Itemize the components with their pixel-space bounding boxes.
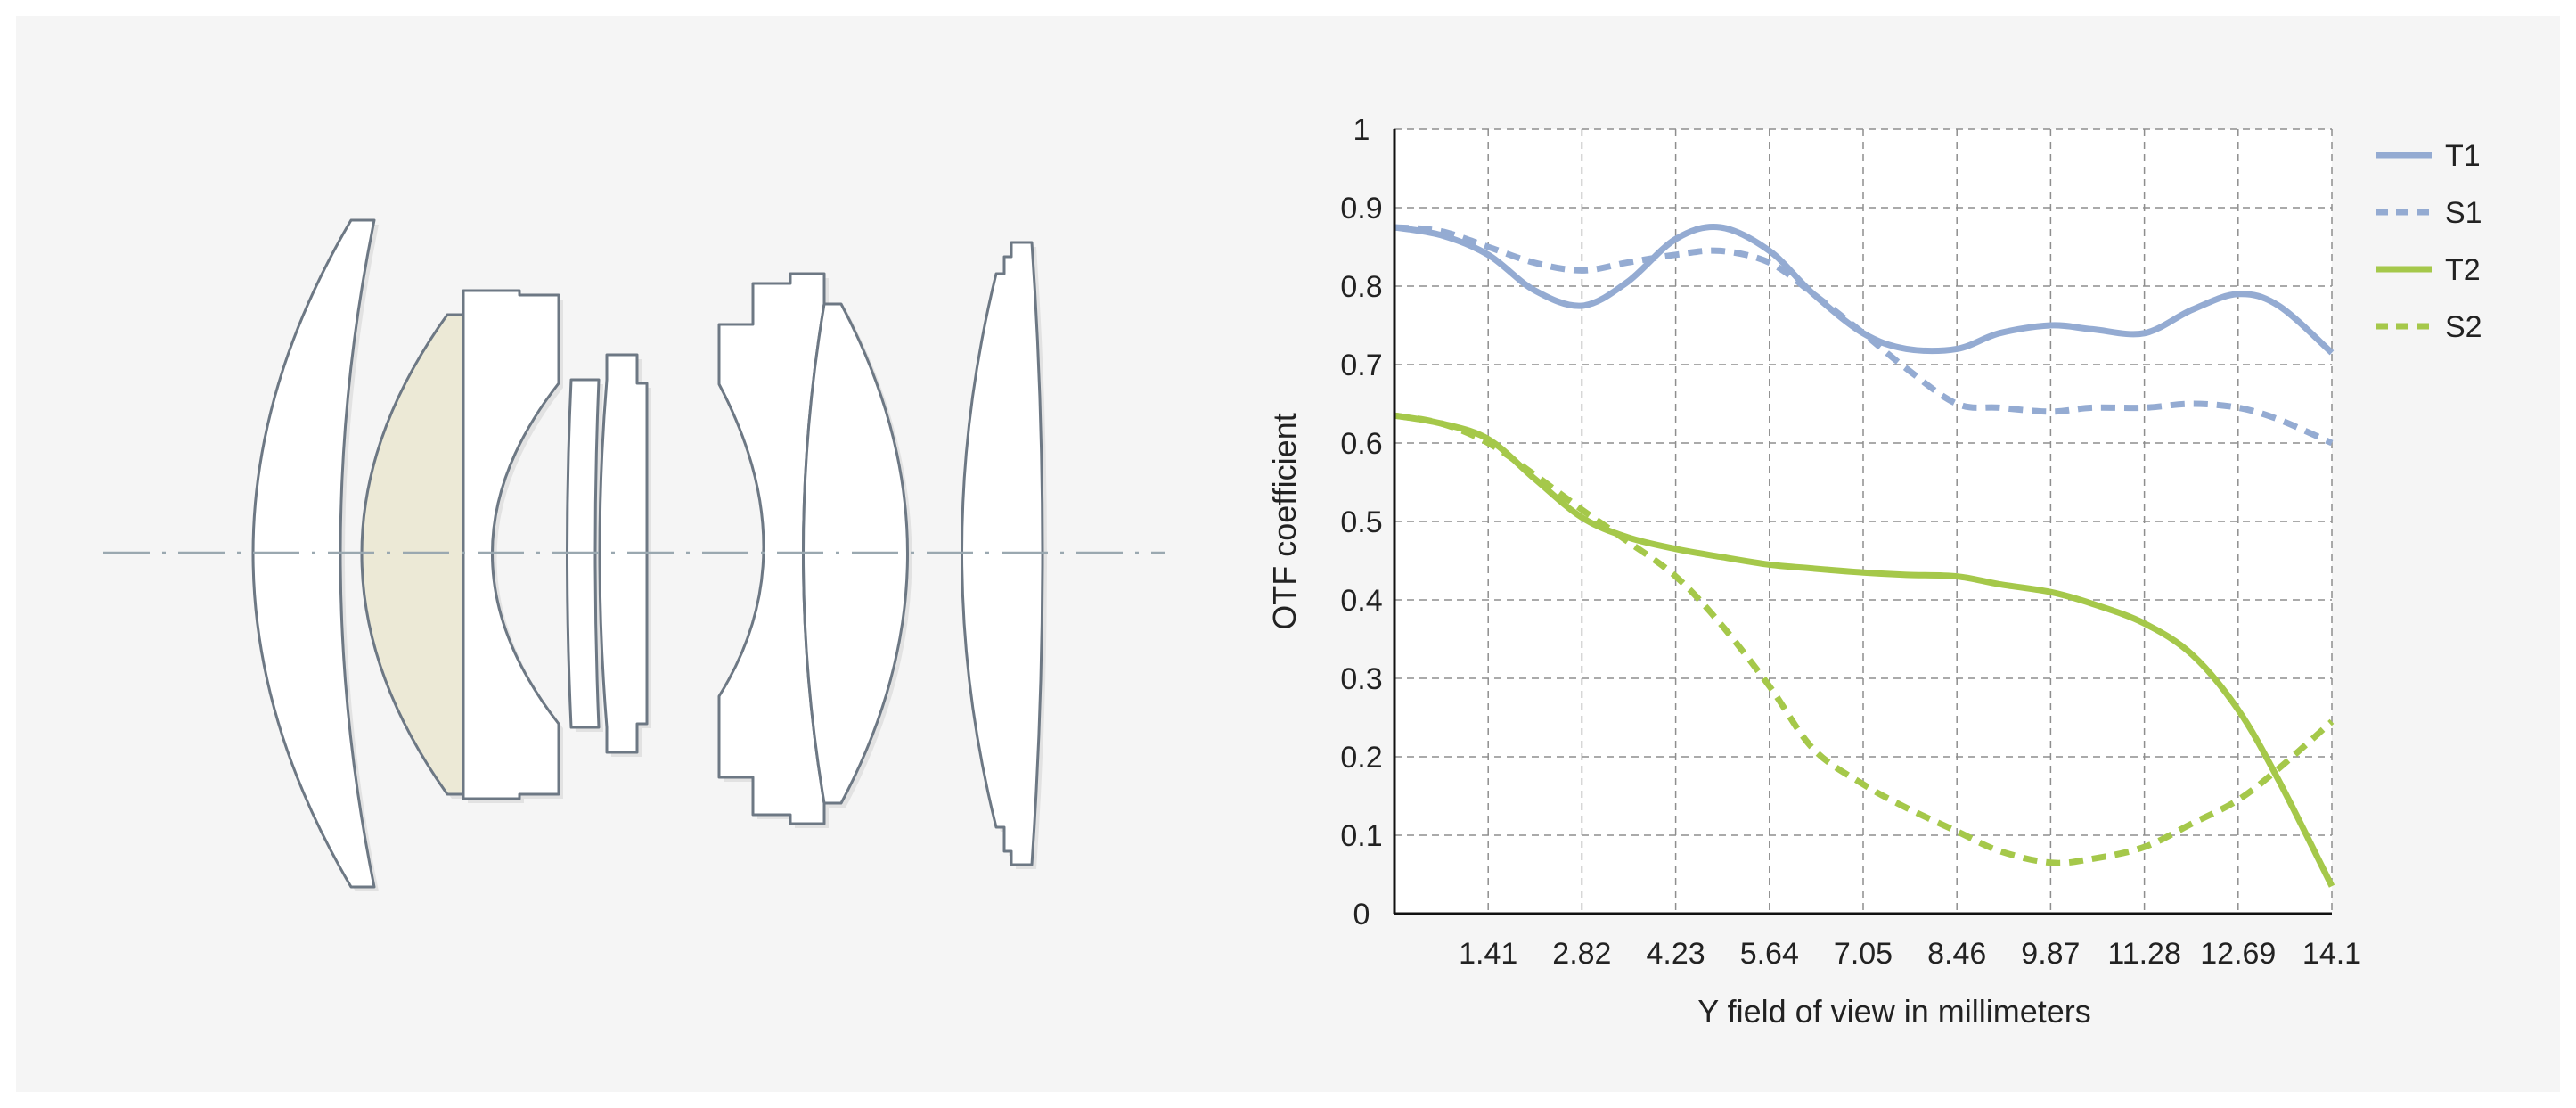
y-axis-ticks: 0 0.1 0.2 0.3 0.4 0.5 0.6 0.7 0.8 0.9 1 <box>1340 113 1382 932</box>
y-tick-label: 0.7 <box>1340 349 1382 382</box>
y-tick-label: 1 <box>1353 113 1370 147</box>
x-axis-title: Y field of view in millimeters <box>1697 993 2090 1030</box>
series-lines <box>1394 224 2335 888</box>
x-tick-label: 12.69 <box>2200 937 2276 971</box>
y-tick-label: 0.8 <box>1340 270 1382 304</box>
legend: T1 S1 T2 S2 <box>2376 139 2482 344</box>
lens-element-3 <box>462 289 560 800</box>
y-tick-label: 0.4 <box>1340 584 1382 618</box>
y-tick-label: 0 <box>1353 898 1370 932</box>
mtf-chart: 0 0.1 0.2 0.3 0.4 0.5 0.6 0.7 0.8 0.9 1 1.41 2.82 4.… <box>1266 113 2482 1030</box>
lens-diagram <box>103 218 1165 891</box>
x-tick-label: 8.46 <box>1927 937 1986 971</box>
legend-label-t2: T2 <box>2445 253 2481 287</box>
legend-label-s1: S1 <box>2445 196 2482 230</box>
x-tick-label: 4.23 <box>1647 937 1705 971</box>
legend-label-t1: T1 <box>2445 139 2481 173</box>
lens-element-2-highlight <box>360 313 465 796</box>
y-axis-title: OTF coefficient <box>1266 413 1303 629</box>
series-line-s1 <box>1394 224 2334 447</box>
y-tick-label: 0.6 <box>1340 427 1382 461</box>
x-tick-label: 11.28 <box>2107 937 2181 971</box>
y-tick-label: 0.1 <box>1340 819 1382 853</box>
y-tick-label: 0.5 <box>1340 505 1382 539</box>
x-tick-label: 9.87 <box>2021 937 2080 971</box>
x-tick-label: 1.41 <box>1459 937 1517 971</box>
y-tick-label: 0.3 <box>1340 662 1382 696</box>
x-tick-label: 2.82 <box>1552 937 1611 971</box>
lens-element-5 <box>598 353 649 754</box>
x-axis-ticks: 1.41 2.82 4.23 5.64 7.05 8.46 9.87 11.28 12.69 14… <box>1459 937 2361 971</box>
y-tick-label: 0.2 <box>1340 741 1382 775</box>
y-tick-label: 0.9 <box>1340 192 1382 226</box>
figure-panel: 0 0.1 0.2 0.3 0.4 0.5 0.6 0.7 0.8 0.9 1 1.41 2.82 4.… <box>16 16 2560 1092</box>
x-tick-label: 7.05 <box>1834 937 1893 971</box>
grid <box>1394 128 2333 914</box>
x-tick-label: 5.64 <box>1740 937 1799 971</box>
legend-label-s2: S2 <box>2445 310 2482 344</box>
series-line-t2 <box>1394 412 2335 888</box>
x-tick-label: 14.1 <box>2302 937 2361 971</box>
